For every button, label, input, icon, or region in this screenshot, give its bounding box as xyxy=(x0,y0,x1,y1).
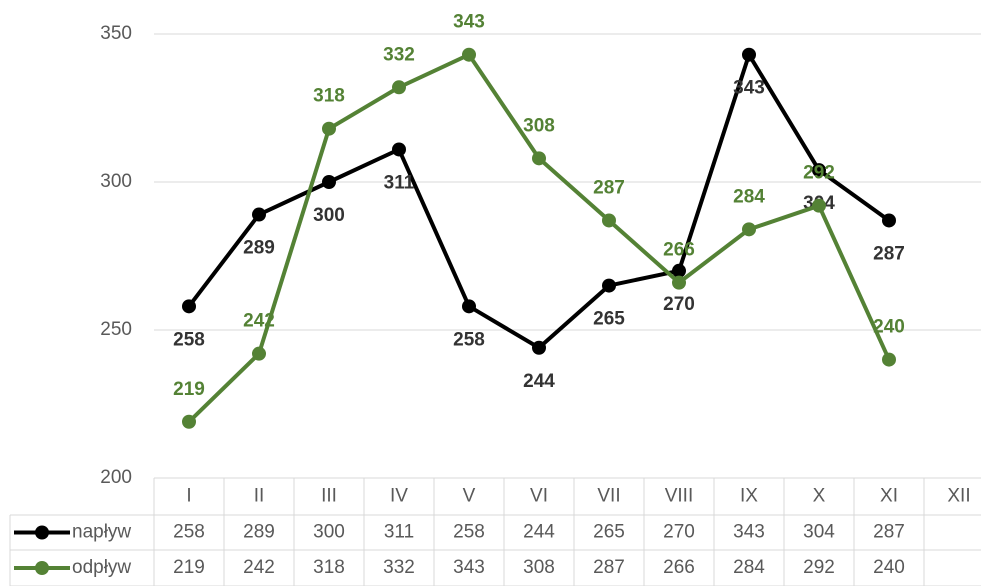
data-label: 265 xyxy=(593,309,625,330)
x-tick-label: III xyxy=(321,486,337,507)
data-label: 284 xyxy=(733,186,765,207)
data-label: 332 xyxy=(383,44,415,65)
x-tick-label: II xyxy=(254,486,265,507)
x-tick-label: V xyxy=(463,486,476,507)
data-label: 292 xyxy=(803,163,835,184)
data-label: 258 xyxy=(173,329,205,350)
point xyxy=(182,299,196,314)
point xyxy=(462,299,476,314)
data-label: 300 xyxy=(313,205,345,226)
table-cell: 300 xyxy=(313,522,345,543)
point xyxy=(602,213,616,228)
point xyxy=(322,175,336,189)
table-cell: 242 xyxy=(243,557,275,578)
x-tick-label: X xyxy=(813,486,826,507)
legend-label: odpływ xyxy=(72,557,131,578)
data-label: 308 xyxy=(523,115,555,136)
table-cell: 258 xyxy=(173,522,205,543)
table-cell: 318 xyxy=(313,557,345,578)
table-cell: 304 xyxy=(803,522,835,543)
table-cell: 292 xyxy=(803,557,835,578)
y-tick-label: 250 xyxy=(100,319,132,340)
legend-marker xyxy=(35,561,49,575)
series-line xyxy=(187,52,891,350)
table-cell: 219 xyxy=(173,557,205,578)
point xyxy=(672,263,686,278)
data-label: 242 xyxy=(243,311,275,332)
table-cell: 287 xyxy=(593,557,625,578)
x-tick-label: I xyxy=(186,486,191,507)
x-tick-label: VIII xyxy=(665,486,694,507)
data-label: 343 xyxy=(453,12,485,33)
data-label: 219 xyxy=(173,379,205,400)
point xyxy=(252,207,266,222)
point xyxy=(602,278,616,293)
x-tick-label: IX xyxy=(740,486,758,507)
data-label: 343 xyxy=(733,78,765,99)
table-cell: 343 xyxy=(733,522,765,543)
x-tick-label: XI xyxy=(880,486,898,507)
point xyxy=(882,352,896,367)
data-label: 270 xyxy=(663,294,695,315)
x-tick-label: VII xyxy=(597,486,620,507)
x-tick-label: IV xyxy=(390,486,408,507)
legend-label: napływ xyxy=(72,522,131,543)
data-label: 258 xyxy=(453,329,485,350)
point xyxy=(742,222,756,237)
table-cell: 284 xyxy=(733,557,765,578)
table-cell: 343 xyxy=(453,557,485,578)
point xyxy=(882,213,896,228)
point xyxy=(252,346,266,361)
table-cell: 266 xyxy=(663,557,695,578)
x-tick-label: XII xyxy=(947,486,970,507)
data-label: 240 xyxy=(873,317,905,338)
table-cell: 311 xyxy=(384,522,414,543)
point xyxy=(672,275,686,290)
point xyxy=(182,414,196,429)
y-tick-label: 350 xyxy=(100,23,132,44)
table-cell: 308 xyxy=(523,557,555,578)
point xyxy=(322,121,336,136)
point xyxy=(742,47,756,62)
table-cell: 240 xyxy=(873,557,905,578)
data-label: 311 xyxy=(384,172,415,193)
data-label: 318 xyxy=(313,86,345,107)
point xyxy=(462,47,476,62)
point xyxy=(812,198,826,213)
table-cell: 265 xyxy=(593,522,625,543)
table-cell: 287 xyxy=(873,522,905,543)
point xyxy=(532,151,546,166)
y-tick-label: 300 xyxy=(100,171,132,192)
table-cell: 289 xyxy=(243,522,275,543)
table-cell: 270 xyxy=(663,522,695,543)
data-label: 287 xyxy=(593,177,625,198)
legend-marker xyxy=(35,525,49,540)
point xyxy=(532,340,546,355)
table-cell: 244 xyxy=(523,522,555,543)
table-cell: 332 xyxy=(383,557,415,578)
point xyxy=(392,142,406,157)
data-label: 266 xyxy=(663,240,695,261)
y-tick-label: 200 xyxy=(100,467,132,488)
point xyxy=(392,80,406,95)
x-tick-label: VI xyxy=(530,486,548,507)
data-label: 289 xyxy=(243,238,275,259)
table-cell: 258 xyxy=(453,522,485,543)
data-label: 244 xyxy=(523,371,555,392)
point xyxy=(812,163,826,178)
data-label: 287 xyxy=(873,243,905,264)
